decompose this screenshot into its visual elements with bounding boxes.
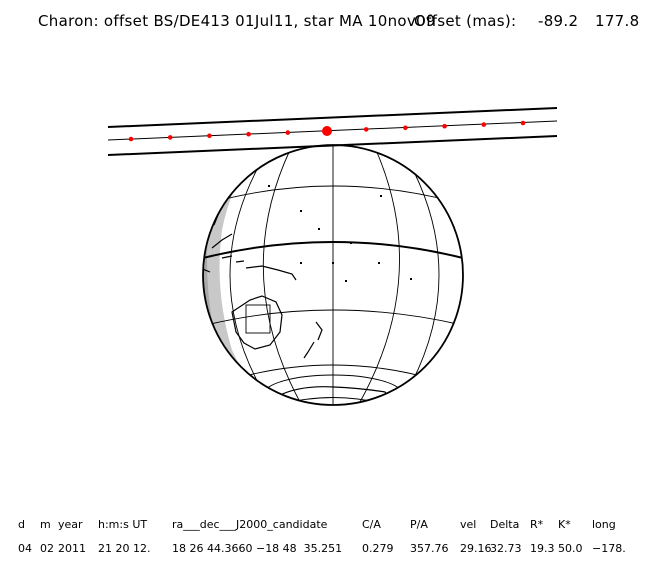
- island-dot: [380, 195, 382, 197]
- new-zealand-coast: [303, 321, 323, 359]
- data-cell: 19.3: [530, 542, 555, 555]
- header-cell: h:m:s UT: [98, 518, 148, 531]
- data-cell: 32.73: [490, 542, 522, 555]
- offset-x-value: -89.2: [538, 12, 579, 30]
- offset-y-value: 177.8: [595, 12, 640, 30]
- pacific-islands: [268, 185, 412, 282]
- chart-title: Charon: offset BS/DE413 01Jul11, star MA…: [38, 12, 436, 30]
- island-dot: [332, 262, 334, 264]
- header-cell: Delta: [490, 518, 520, 531]
- header-cell: P/A: [410, 518, 428, 531]
- header-cell: ra___dec___J2000_candidate: [172, 518, 328, 531]
- offset-label: Offset (mas):: [414, 12, 517, 30]
- event-point: [442, 123, 447, 129]
- title-bar: Charon: offset BS/DE413 01Jul11, star MA…: [0, 12, 646, 32]
- data-cell: 21 20 12.: [98, 542, 151, 555]
- header-cell: long: [592, 518, 616, 531]
- island-dot: [350, 242, 352, 244]
- data-cell: 02: [40, 542, 54, 555]
- island-dot: [378, 262, 380, 264]
- indonesia-islands: [203, 255, 245, 273]
- globe: [202, 144, 464, 406]
- data-cell: −178.: [592, 542, 626, 555]
- data-cell: 357.76: [410, 542, 449, 555]
- event-point: [363, 127, 369, 132]
- event-point: [403, 125, 408, 131]
- event-point: [167, 135, 173, 140]
- event-point: [481, 122, 487, 127]
- parallel-line: [205, 309, 463, 326]
- parallel-line: [229, 364, 437, 381]
- australia-coast: [231, 295, 283, 350]
- island-dot: [345, 280, 347, 282]
- event-point: [285, 130, 291, 135]
- header-cell: R*: [530, 518, 544, 531]
- event-points: [128, 120, 526, 142]
- event-point: [128, 136, 134, 142]
- island-dot: [318, 228, 320, 230]
- island-dot: [268, 185, 270, 187]
- meridian-line: [359, 149, 400, 403]
- data-cell: 0.279: [362, 542, 394, 555]
- meridian-line: [262, 149, 301, 403]
- data-cell: 18 26 44.3660 −18 48 35.251: [172, 542, 343, 555]
- island-dot: [410, 278, 412, 280]
- island-dot: [300, 210, 302, 212]
- event-point: [520, 120, 526, 126]
- event-point: [246, 131, 251, 137]
- ephemeris-table: d m year h:m:s UT ra___dec___J2000_candi…: [0, 512, 646, 562]
- equator-line: [203, 241, 463, 259]
- header-cell: year: [58, 518, 83, 531]
- australia-state-box: [245, 304, 271, 334]
- meridian-line: [407, 159, 440, 391]
- header-cell: vel: [460, 518, 477, 531]
- data-cell: 50.0: [558, 542, 583, 555]
- occultation-map: [107, 107, 558, 406]
- closest-approach-point: [322, 126, 332, 136]
- data-cell: 29.16: [460, 542, 492, 555]
- new-guinea-coast: [245, 265, 297, 281]
- header-cell: m: [40, 518, 51, 531]
- island-dot: [300, 262, 302, 264]
- header-cell: K*: [558, 518, 571, 531]
- shadow-north-limit: [107, 107, 558, 128]
- meridian-line: [229, 159, 263, 391]
- header-cell: d: [18, 518, 25, 531]
- data-cell: 2011: [58, 542, 86, 555]
- data-cell: 04: [18, 542, 32, 555]
- event-point: [207, 133, 212, 139]
- parallel-line: [212, 185, 456, 203]
- shadow-south-limit: [107, 135, 558, 156]
- header-cell: C/A: [362, 518, 381, 531]
